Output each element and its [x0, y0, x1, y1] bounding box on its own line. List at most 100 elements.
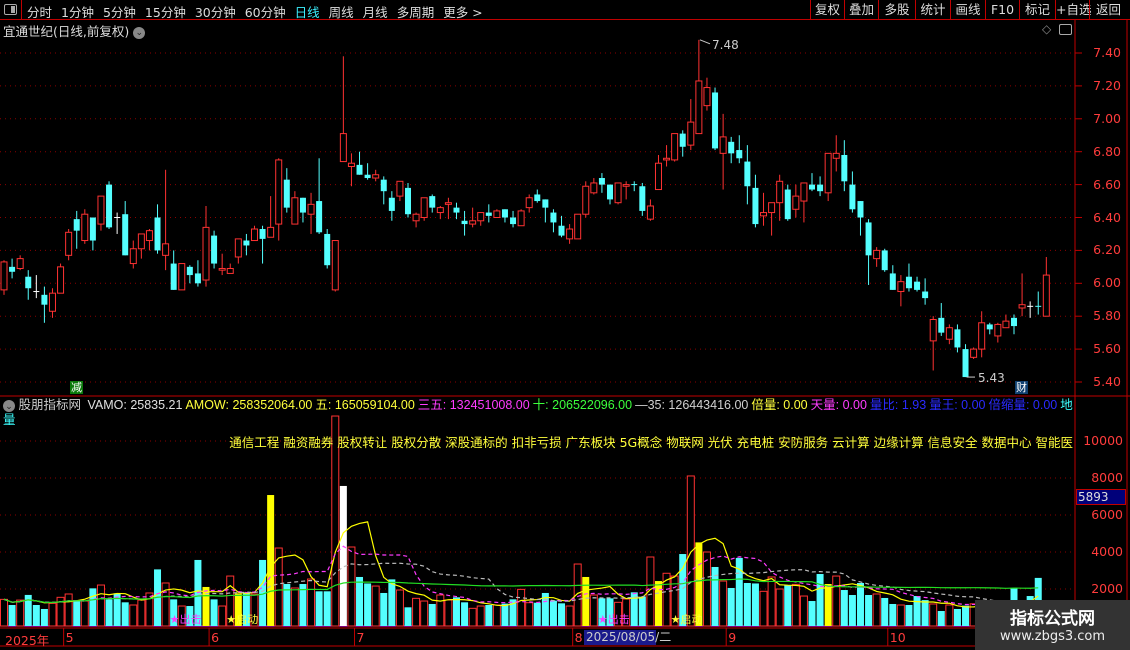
sidebar-toggle-button[interactable] — [0, 0, 22, 20]
candle-body — [25, 276, 32, 289]
volume-bar — [525, 602, 534, 627]
period-tab[interactable]: 分时 — [27, 5, 53, 20]
volume-bar — [283, 584, 291, 626]
volume-bar — [145, 592, 154, 627]
signal-label: ★出击 — [597, 613, 630, 626]
toolbar-button[interactable]: +自选 — [1055, 0, 1091, 20]
candle-body — [986, 324, 993, 330]
volume-bar — [48, 602, 57, 627]
candle-body — [849, 184, 856, 210]
candle-body — [1002, 320, 1010, 329]
cursor-date: 2025/08/05/二 — [584, 630, 672, 645]
volume-bar — [113, 593, 121, 626]
toolbar-button[interactable]: 统计 — [915, 0, 950, 20]
candle-body — [646, 205, 654, 220]
high-arrow — [699, 39, 711, 45]
candle-body — [73, 219, 80, 231]
volume-bar — [654, 581, 662, 626]
reduce-tag[interactable]: 减 — [70, 381, 83, 394]
candle-body — [784, 189, 791, 220]
volume-bar — [921, 600, 929, 626]
diamond-icon[interactable]: ◇ — [1042, 22, 1052, 36]
panel-toggle-icon[interactable] — [1059, 24, 1072, 35]
period-tab[interactable]: 周线 — [328, 5, 354, 20]
watermark-url: www.zbgs3.com — [999, 629, 1106, 644]
candle-body — [461, 220, 468, 225]
candle-body — [1018, 304, 1026, 309]
volume-bar — [889, 603, 897, 626]
volume-bar — [404, 607, 412, 626]
candle-body — [243, 240, 250, 246]
toolbar-button[interactable]: 多股 — [878, 0, 915, 20]
candle-body — [663, 157, 671, 161]
period-tab[interactable]: 更多 > — [443, 5, 483, 20]
volume-bar — [848, 595, 856, 626]
period-tab[interactable]: 30分钟 — [194, 5, 236, 20]
stock-title[interactable]: 宜通世纪(日线,前复权) ⌄ — [3, 21, 146, 40]
candle-body — [299, 197, 306, 213]
toolbar-button[interactable]: 标记 — [1019, 0, 1055, 20]
volume-bar — [865, 595, 873, 626]
period-tab[interactable]: 月线 — [362, 5, 388, 20]
candle-body — [922, 291, 929, 299]
volume-bar — [267, 495, 275, 626]
volume-bar — [444, 599, 453, 627]
volume-bar — [331, 415, 340, 627]
volume-bar — [558, 603, 566, 626]
period-tab[interactable]: 60分钟 — [244, 5, 286, 20]
volume-bar — [517, 588, 526, 627]
volume-bar — [791, 583, 800, 627]
month-label: 8 — [574, 630, 583, 645]
toolbar-button[interactable]: 画线 — [950, 0, 985, 20]
volume-bar — [573, 563, 582, 627]
period-tab[interactable]: 多周期 — [396, 5, 435, 20]
candle-body — [841, 154, 848, 182]
indicator-value: 倍缩量: 0.00 — [988, 398, 1058, 412]
candle-body — [178, 263, 186, 291]
volume-bar — [501, 603, 509, 626]
volume-bar — [356, 576, 364, 626]
toolbar-button[interactable]: 叠加 — [844, 0, 878, 20]
volume-bar — [719, 580, 728, 627]
volume-bar — [565, 605, 574, 627]
indicator-value: 倍量: 0.00 — [751, 398, 808, 412]
candle-body — [89, 217, 96, 241]
stock-title-text: 宜通世纪(日线,前复权) — [3, 24, 130, 39]
candle-body — [154, 217, 161, 251]
volume-tick-label: 8000 — [1091, 470, 1123, 485]
candle-body — [736, 150, 743, 159]
toolbar-button[interactable]: F10 — [985, 0, 1019, 20]
candle-body — [405, 187, 411, 215]
candle-body — [752, 187, 759, 225]
candle-body — [978, 322, 986, 350]
candle-body — [436, 207, 444, 214]
indicator-value: AMOW: 258352064.00 — [185, 398, 313, 412]
volume-bar — [638, 596, 646, 626]
volume-bar — [380, 592, 388, 626]
volume-bar — [606, 598, 614, 626]
period-tab[interactable]: 15分钟 — [144, 5, 186, 20]
volume-bar — [735, 557, 743, 626]
period-tab[interactable]: 5分钟 — [102, 5, 136, 20]
candle-body — [283, 179, 290, 208]
candle-body — [510, 217, 517, 225]
candle-body — [832, 152, 840, 159]
period-tab[interactable]: 1分钟 — [61, 5, 94, 20]
period-tab[interactable]: 日线 — [294, 5, 320, 20]
finance-tag[interactable]: 财 — [1015, 381, 1028, 394]
price-tick-label: 6.80 — [1093, 143, 1121, 159]
volume-bar — [395, 589, 404, 627]
volume-bar — [881, 597, 889, 626]
price-tick-label: 5.40 — [1093, 374, 1121, 389]
candle-body — [324, 233, 331, 266]
indicator-name[interactable]: 股朋指标网 — [18, 398, 81, 412]
candle-body — [712, 92, 719, 149]
chevron-down-icon[interactable]: ⌄ — [133, 26, 146, 39]
month-label: 5 — [65, 630, 74, 645]
candle-body — [824, 152, 832, 194]
toolbar-button[interactable]: 复权 — [810, 0, 844, 20]
indicator-value: 五: 165059104.00 — [315, 398, 415, 412]
toolbar-button[interactable]: 返回 — [1089, 0, 1127, 20]
chevron-down-icon[interactable]: ⌄ — [3, 399, 15, 412]
